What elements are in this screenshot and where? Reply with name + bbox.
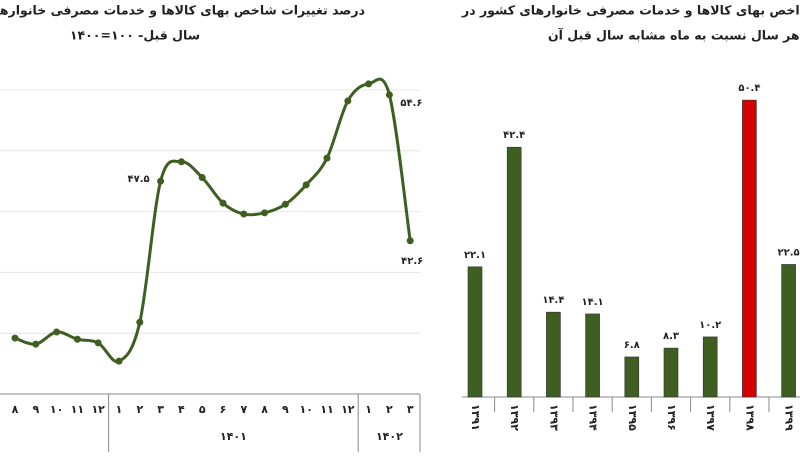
x-tick-label: ۱۱ xyxy=(71,403,84,416)
x-tick-label: ۱۳۹۱ xyxy=(469,404,482,431)
bar xyxy=(624,356,640,398)
point xyxy=(115,357,123,365)
data-label: ۲۲.۱ xyxy=(464,250,486,261)
point xyxy=(406,237,414,245)
point xyxy=(302,181,310,189)
x-tick-label: ۱۳۹۸ xyxy=(743,404,756,431)
x-tick-label: ۱۳۹۴ xyxy=(587,404,600,431)
point xyxy=(261,209,269,217)
bar xyxy=(585,313,600,398)
point xyxy=(177,158,185,166)
point xyxy=(385,91,393,99)
x-tick-label: ۱۳۹۵ xyxy=(626,404,639,431)
point xyxy=(365,80,373,88)
point xyxy=(53,328,61,336)
point xyxy=(32,340,40,348)
x-tick-label: ۴ xyxy=(178,403,185,416)
data-label: ۸.۳ xyxy=(663,331,679,342)
data-label: ۱۴.۴ xyxy=(542,295,564,306)
point xyxy=(323,154,331,162)
x-tick-label: ۱۰ xyxy=(299,403,312,416)
x-tick-label: ۲ xyxy=(386,403,393,416)
x-tick-label: ۱۳۹۶ xyxy=(665,404,678,431)
group-label: ۱۴۰۱ xyxy=(220,430,247,443)
x-tick-label: ۱ xyxy=(116,403,123,416)
point xyxy=(136,318,144,326)
data-label: ۲۲.۵ xyxy=(778,247,800,258)
bar xyxy=(742,99,757,398)
x-tick-label: ۹ xyxy=(282,403,289,416)
x-tick-label: ۲ xyxy=(136,403,143,416)
chart-subtitle: رداد هر سال نسبت به ماه مشابه سال قبل آن xyxy=(548,28,800,43)
x-tick-label: ۸ xyxy=(12,403,19,416)
x-tick-label: ۳ xyxy=(407,403,414,416)
point xyxy=(73,335,81,343)
x-tick-label: ۷ xyxy=(240,403,247,416)
data-label: ۶.۸ xyxy=(624,340,640,351)
bar xyxy=(506,146,522,398)
point xyxy=(344,97,352,105)
bar xyxy=(781,264,796,398)
x-tick-label: ۱۳۹۹ xyxy=(783,404,796,431)
point xyxy=(219,199,227,207)
data-label: ۱۴.۱ xyxy=(582,297,604,308)
point xyxy=(11,334,19,342)
point xyxy=(157,177,165,185)
x-tick-label: ۸ xyxy=(261,403,268,416)
bar xyxy=(546,311,561,398)
x-tick-label: ۳ xyxy=(157,403,164,416)
bar xyxy=(663,347,679,398)
x-tick-label: ۱ xyxy=(365,403,372,416)
data-label: ۴۲.۶ xyxy=(401,256,423,267)
x-tick-label: ۱۳۹۳ xyxy=(547,404,560,431)
data-label: ۵۰.۴ xyxy=(738,83,760,94)
group-label: ۱۴۰۲ xyxy=(376,430,403,443)
data-label: ۴۲.۴ xyxy=(503,130,525,141)
data-label: ۱۰.۲ xyxy=(699,320,721,331)
bar xyxy=(702,336,718,398)
bar xyxy=(467,266,483,398)
x-tick-label: ۶ xyxy=(220,403,227,416)
x-tick-label: ۱۰ xyxy=(50,403,63,416)
point xyxy=(281,200,289,208)
chart-title: درصد تغییرات شاخص بهای کالاها و خدمات مص… xyxy=(0,3,365,18)
point xyxy=(94,339,102,347)
x-tick-label: ۱۳۹۷ xyxy=(704,404,717,431)
x-tick-label: ۱۱ xyxy=(320,403,333,416)
line xyxy=(14,77,412,364)
point xyxy=(240,210,248,218)
data-label: ۴۷.۵ xyxy=(128,174,150,185)
x-tick-label: ۱۲ xyxy=(91,403,105,416)
point xyxy=(198,174,206,182)
chart-subtitle: سال قبل- ۱۰۰=۱۴۰۰ xyxy=(70,28,200,43)
x-tick-label: ۱۳۹۲ xyxy=(508,404,521,431)
chart-title: اخص بهای کالاها و خدمات مصرفی خانوارهای … xyxy=(461,3,800,18)
x-tick-label: ۵ xyxy=(199,403,206,416)
x-tick-label: ۹ xyxy=(32,403,39,416)
x-tick-label: ۱۲ xyxy=(341,403,355,416)
data-label: ۵۴.۶ xyxy=(400,98,422,109)
